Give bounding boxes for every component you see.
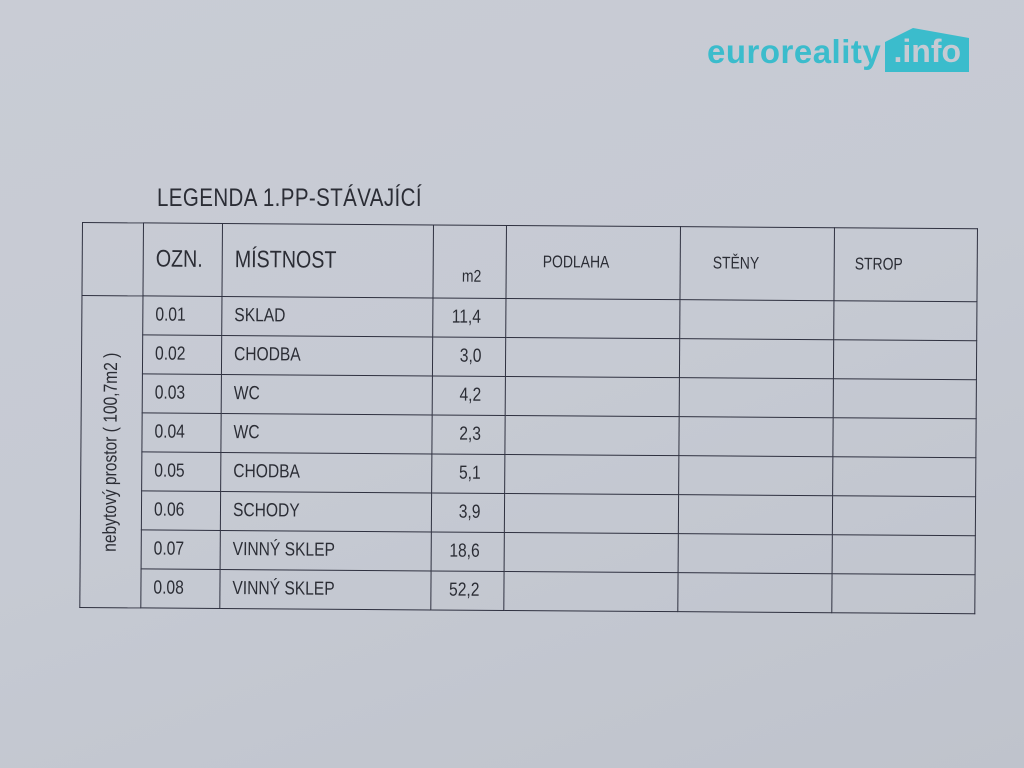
house-icon: .info [885,28,970,72]
header-steny: STĚNY [679,226,835,301]
cell-ozn: 0.01 [142,295,222,336]
cell-strop [832,534,976,575]
cell-ozn: 0.07 [141,529,221,570]
cell-ozn: 0.02 [142,334,222,375]
cell-mistnost: CHODBA [221,335,433,376]
cell-steny [678,533,833,574]
cell-podlaha [503,571,679,612]
cell-strop [833,339,977,380]
cell-strop [833,300,977,341]
cell-ozn: 0.05 [141,451,221,492]
cell-area: 18,6 [431,531,505,572]
cell-ozn: 0.04 [141,412,222,453]
table-row: 0.04 WC 2,3 [81,412,977,458]
cell-steny [679,299,834,340]
cell-steny [679,338,834,379]
logo-suffix: .info [893,33,962,69]
cell-ozn: 0.03 [142,373,222,414]
header-corner [81,222,144,296]
table-row: 0.02 CHODBA 3,0 [81,334,977,380]
header-strop: STROP [833,227,978,302]
cell-steny [678,416,834,457]
cell-steny [679,377,834,418]
cell-podlaha [504,454,679,495]
group-label-cell: nebytový prostor ( 100,7m2 ) [79,295,143,608]
cell-steny [677,572,833,613]
table-row: 0.06 SCHODY 3,9 [80,490,976,536]
cell-mistnost: WC [221,374,433,415]
cell-podlaha [504,415,680,456]
table-row: 0.07 VINNÝ SKLEP 18,6 [80,529,976,575]
cell-strop [832,456,976,497]
cell-mistnost: VINNÝ SKLEP [219,569,432,610]
header-area: m2 [432,224,507,299]
cell-area: 4,2 [432,375,506,416]
cell-mistnost: WC [220,413,433,454]
cell-podlaha [505,337,680,378]
header-ozn: OZN. [142,222,223,297]
legend-title: LEGENDA 1.PP-STÁVAJÍCÍ [157,184,422,212]
cell-ozn: 0.06 [141,490,221,531]
table-row: 0.05 CHODBA 5,1 [81,451,976,497]
cell-mistnost: VINNÝ SKLEP [220,530,432,571]
cell-area: 11,4 [432,297,506,338]
table-header-row: OZN. MÍSTNOST m2 PODLAHA STĚNY STROP [81,222,978,302]
cell-mistnost: SKLAD [221,296,433,337]
cell-strop [831,573,976,614]
cell-ozn: 0.08 [140,568,221,609]
cell-area: 52,2 [430,570,505,611]
cell-steny [678,494,833,535]
cell-area: 3,0 [432,336,506,377]
cell-podlaha [504,532,679,573]
cell-strop [832,495,976,536]
header-mistnost: MÍSTNOST [221,223,434,298]
group-label: nebytový prostor ( 100,7m2 ) [99,352,123,552]
euroreality-logo: euroreality .info [707,22,970,72]
header-podlaha: PODLAHA [505,225,681,300]
cell-area: 3,9 [431,492,505,533]
cell-area: 5,1 [431,453,505,494]
cell-mistnost: CHODBA [220,452,432,493]
table-row: 0.03 WC 4,2 [81,373,977,419]
cell-podlaha [505,376,680,417]
logo-text: euroreality [707,33,882,70]
cell-podlaha [504,493,679,534]
cell-strop [833,378,977,419]
table-row: nebytový prostor ( 100,7m2 ) 0.01 SKLAD 11,… [79,295,977,608]
cell-podlaha [505,298,680,339]
cell-area: 2,3 [431,414,506,455]
table-row: 0.08 VINNÝ SKLEP 52,2 [80,568,976,614]
cell-strop [832,417,977,458]
cell-mistnost: SCHODY [220,491,432,532]
room-legend-table: OZN. MÍSTNOST m2 PODLAHA STĚNY STROP neb… [79,222,978,614]
cell-steny [678,455,833,496]
